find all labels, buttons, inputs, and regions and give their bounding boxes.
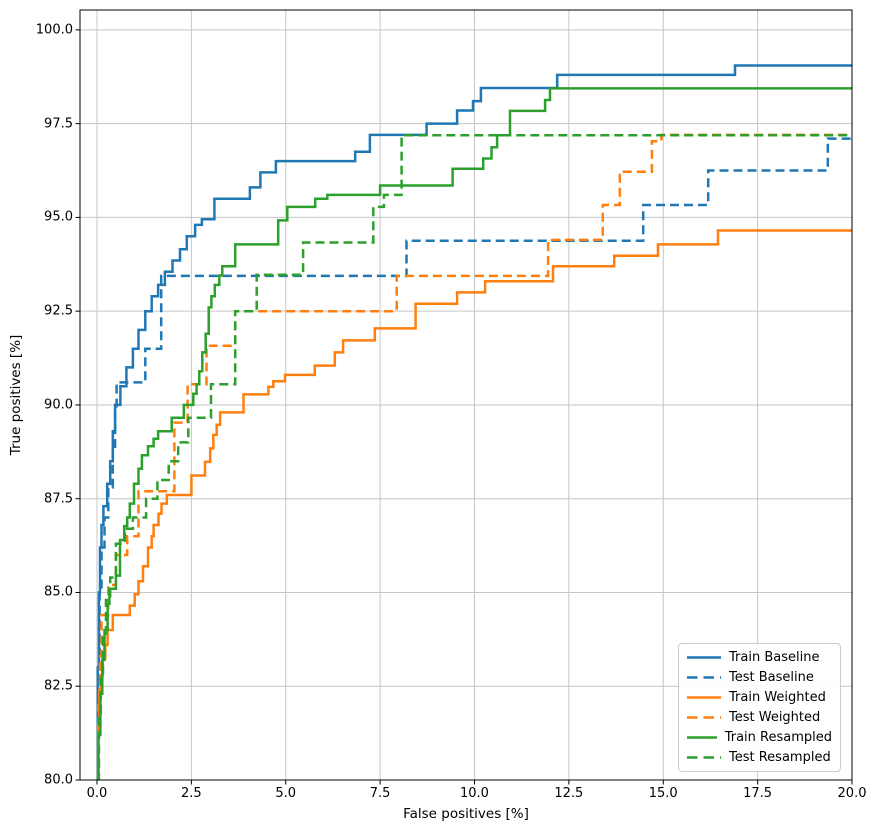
x-tick-label: 2.5	[181, 786, 202, 801]
legend-label: Test Weighted	[729, 710, 821, 726]
y-axis-label: True positives [%]	[8, 334, 24, 456]
legend-sample-line	[687, 756, 721, 760]
y-tick-label: 82.5	[44, 678, 73, 694]
grid	[80, 10, 853, 781]
x-tick-label: 0.0	[86, 786, 108, 801]
curve-test-baseline	[96, 137, 852, 780]
y-tick-label: 100.0	[35, 22, 73, 38]
legend-item-train-weighted: Train Weighted	[687, 688, 832, 706]
legend-item-test-resampled: Test Resampled	[687, 749, 832, 767]
legend-item-test-weighted: Test Weighted	[687, 709, 832, 727]
legend-label: Test Baseline	[729, 669, 814, 685]
legend-sample-line	[687, 655, 721, 659]
legend-label: Train Resampled	[724, 730, 832, 746]
y-tick-label: 95.0	[44, 209, 73, 225]
ticks	[75, 29, 853, 785]
legend-label: Test Resampled	[729, 750, 831, 766]
legend-label: Train Baseline	[729, 649, 820, 665]
y-tick-label: 92.5	[44, 303, 73, 319]
spines	[79, 9, 853, 781]
legend-sample-line	[687, 736, 717, 739]
legend-item-train-baseline: Train Baseline	[687, 648, 832, 666]
y-tick-label: 90.0	[44, 397, 73, 413]
x-tick-label: 20.0	[837, 786, 867, 801]
x-tick-label: 15.0	[648, 786, 678, 801]
x-tick-label: 7.5	[369, 786, 391, 801]
x-tick-label: 10.0	[460, 786, 489, 801]
x-axis-label: False positives [%]	[403, 806, 529, 822]
curve-test-weighted	[97, 133, 852, 780]
x-tick-label: 5.0	[275, 786, 297, 801]
legend-sample-line	[687, 696, 721, 699]
legend-sample-line	[687, 675, 721, 679]
x-tick-label: 17.5	[743, 786, 773, 801]
x-tick-label: 12.5	[554, 786, 584, 801]
y-tick-label: 85.0	[44, 584, 73, 600]
curve-train-weighted	[96, 229, 852, 780]
y-tick-label: 87.5	[44, 491, 73, 507]
legend-sample-line	[687, 716, 721, 719]
legend-item-test-baseline: Test Baseline	[687, 668, 832, 686]
curve-train-resampled	[97, 87, 852, 780]
y-tick-label: 97.5	[44, 116, 73, 132]
legend-label: Train Weighted	[729, 689, 826, 705]
legend: Train Baseline Test Baseline Train Weighte…	[678, 643, 841, 772]
curve-test-resampled	[97, 134, 852, 780]
y-tick-label: 80.0	[44, 772, 73, 788]
legend-item-train-resampled: Train Resampled	[687, 729, 832, 747]
